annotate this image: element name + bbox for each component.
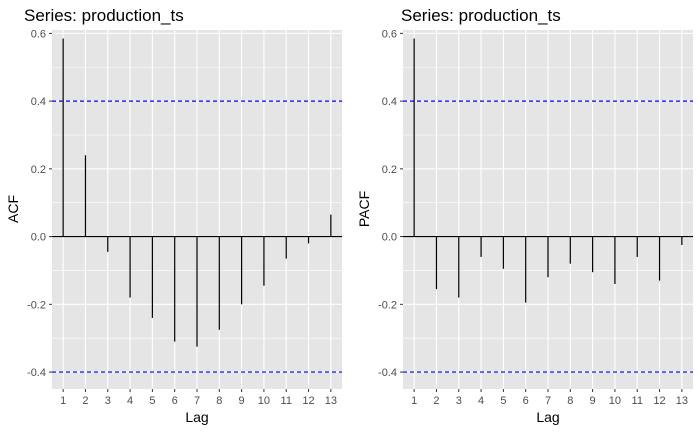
acf-x-tick-label: 8 bbox=[216, 395, 222, 407]
pacf-x-tick-label: 5 bbox=[500, 395, 506, 407]
acf-y-axis-ticks: -0.4 -0.2 0.0 0.2 0.4 0.6 bbox=[27, 28, 52, 379]
pacf-x-tick-label: 8 bbox=[567, 395, 573, 407]
pacf-y-tick-label: 0.4 bbox=[382, 96, 397, 108]
pacf-x-tick-label: 9 bbox=[590, 395, 596, 407]
acf-x-tick-label: 2 bbox=[82, 395, 88, 407]
acf-y-tick-label: -0.4 bbox=[27, 367, 46, 379]
pacf-x-tick-label: 13 bbox=[676, 395, 688, 407]
acf-x-axis-ticks: 1 2 3 4 5 6 7 8 9 10 11 12 13 bbox=[60, 389, 337, 407]
acf-x-tick-label: 9 bbox=[239, 395, 245, 407]
acf-y-axis-title: ACF bbox=[5, 195, 21, 223]
acf-x-tick-label: 12 bbox=[302, 395, 314, 407]
acf-y-tick-label: 0.0 bbox=[31, 232, 46, 244]
pacf-x-tick-label: 10 bbox=[609, 395, 621, 407]
pacf-x-axis-ticks: 1 2 3 4 5 6 7 8 9 10 11 12 13 bbox=[411, 389, 688, 407]
pacf-y-tick-label: 0.6 bbox=[382, 28, 397, 40]
acf-x-axis-title: Lag bbox=[185, 409, 208, 425]
pacf-y-tick-label: 0.0 bbox=[382, 232, 397, 244]
pacf-y-tick-label: -0.4 bbox=[378, 367, 397, 379]
pacf-bars bbox=[413, 38, 683, 303]
pacf-y-axis-ticks: -0.4 -0.2 0.0 0.2 0.4 0.6 bbox=[378, 28, 403, 379]
acf-x-tick-label: 7 bbox=[194, 395, 200, 407]
pacf-x-axis-title: Lag bbox=[536, 409, 559, 425]
acf-x-tick-label: 11 bbox=[281, 395, 292, 407]
pacf-x-tick-label: 4 bbox=[478, 395, 484, 407]
acf-confidence-bounds bbox=[52, 100, 342, 373]
acf-chart: Series: production_ts -0.4 -0.2 0.0 0.2 0.4 0… bbox=[5, 6, 342, 425]
pacf-x-tick-label: 12 bbox=[653, 395, 665, 407]
pacf-x-tick-label: 2 bbox=[433, 395, 439, 407]
acf-x-tick-label: 10 bbox=[258, 395, 270, 407]
acf-x-tick-label: 5 bbox=[149, 395, 155, 407]
acf-y-tick-label: 0.2 bbox=[31, 164, 46, 176]
acf-chart-title: Series: production_ts bbox=[24, 6, 184, 25]
pacf-gridlines bbox=[403, 30, 693, 389]
pacf-x-tick-label: 6 bbox=[523, 395, 529, 407]
pacf-chart-title: Series: production_ts bbox=[401, 6, 561, 25]
acf-x-tick-label: 4 bbox=[127, 395, 133, 407]
acf-x-tick-label: 13 bbox=[325, 395, 337, 407]
acf-x-tick-label: 6 bbox=[172, 395, 178, 407]
pacf-x-tick-label: 7 bbox=[545, 395, 551, 407]
acf-y-tick-label: 0.6 bbox=[31, 28, 46, 40]
pacf-y-tick-label: 0.2 bbox=[382, 164, 397, 176]
acf-y-tick-label: 0.4 bbox=[31, 96, 46, 108]
acf-y-tick-label: -0.2 bbox=[27, 299, 46, 311]
pacf-x-tick-label: 1 bbox=[411, 395, 417, 407]
pacf-confidence-bounds bbox=[403, 100, 693, 373]
acf-x-tick-label: 1 bbox=[60, 395, 66, 407]
pacf-y-axis-title: PACF bbox=[356, 191, 372, 227]
pacf-x-tick-label: 3 bbox=[456, 395, 462, 407]
pacf-x-tick-label: 11 bbox=[632, 395, 643, 407]
acf-x-tick-label: 3 bbox=[105, 395, 111, 407]
pacf-y-tick-label: -0.2 bbox=[378, 299, 397, 311]
acf-bars bbox=[62, 38, 332, 347]
pacf-chart: Series: production_ts -0.4 -0.2 0.0 0.2 0.4 0… bbox=[356, 6, 693, 425]
